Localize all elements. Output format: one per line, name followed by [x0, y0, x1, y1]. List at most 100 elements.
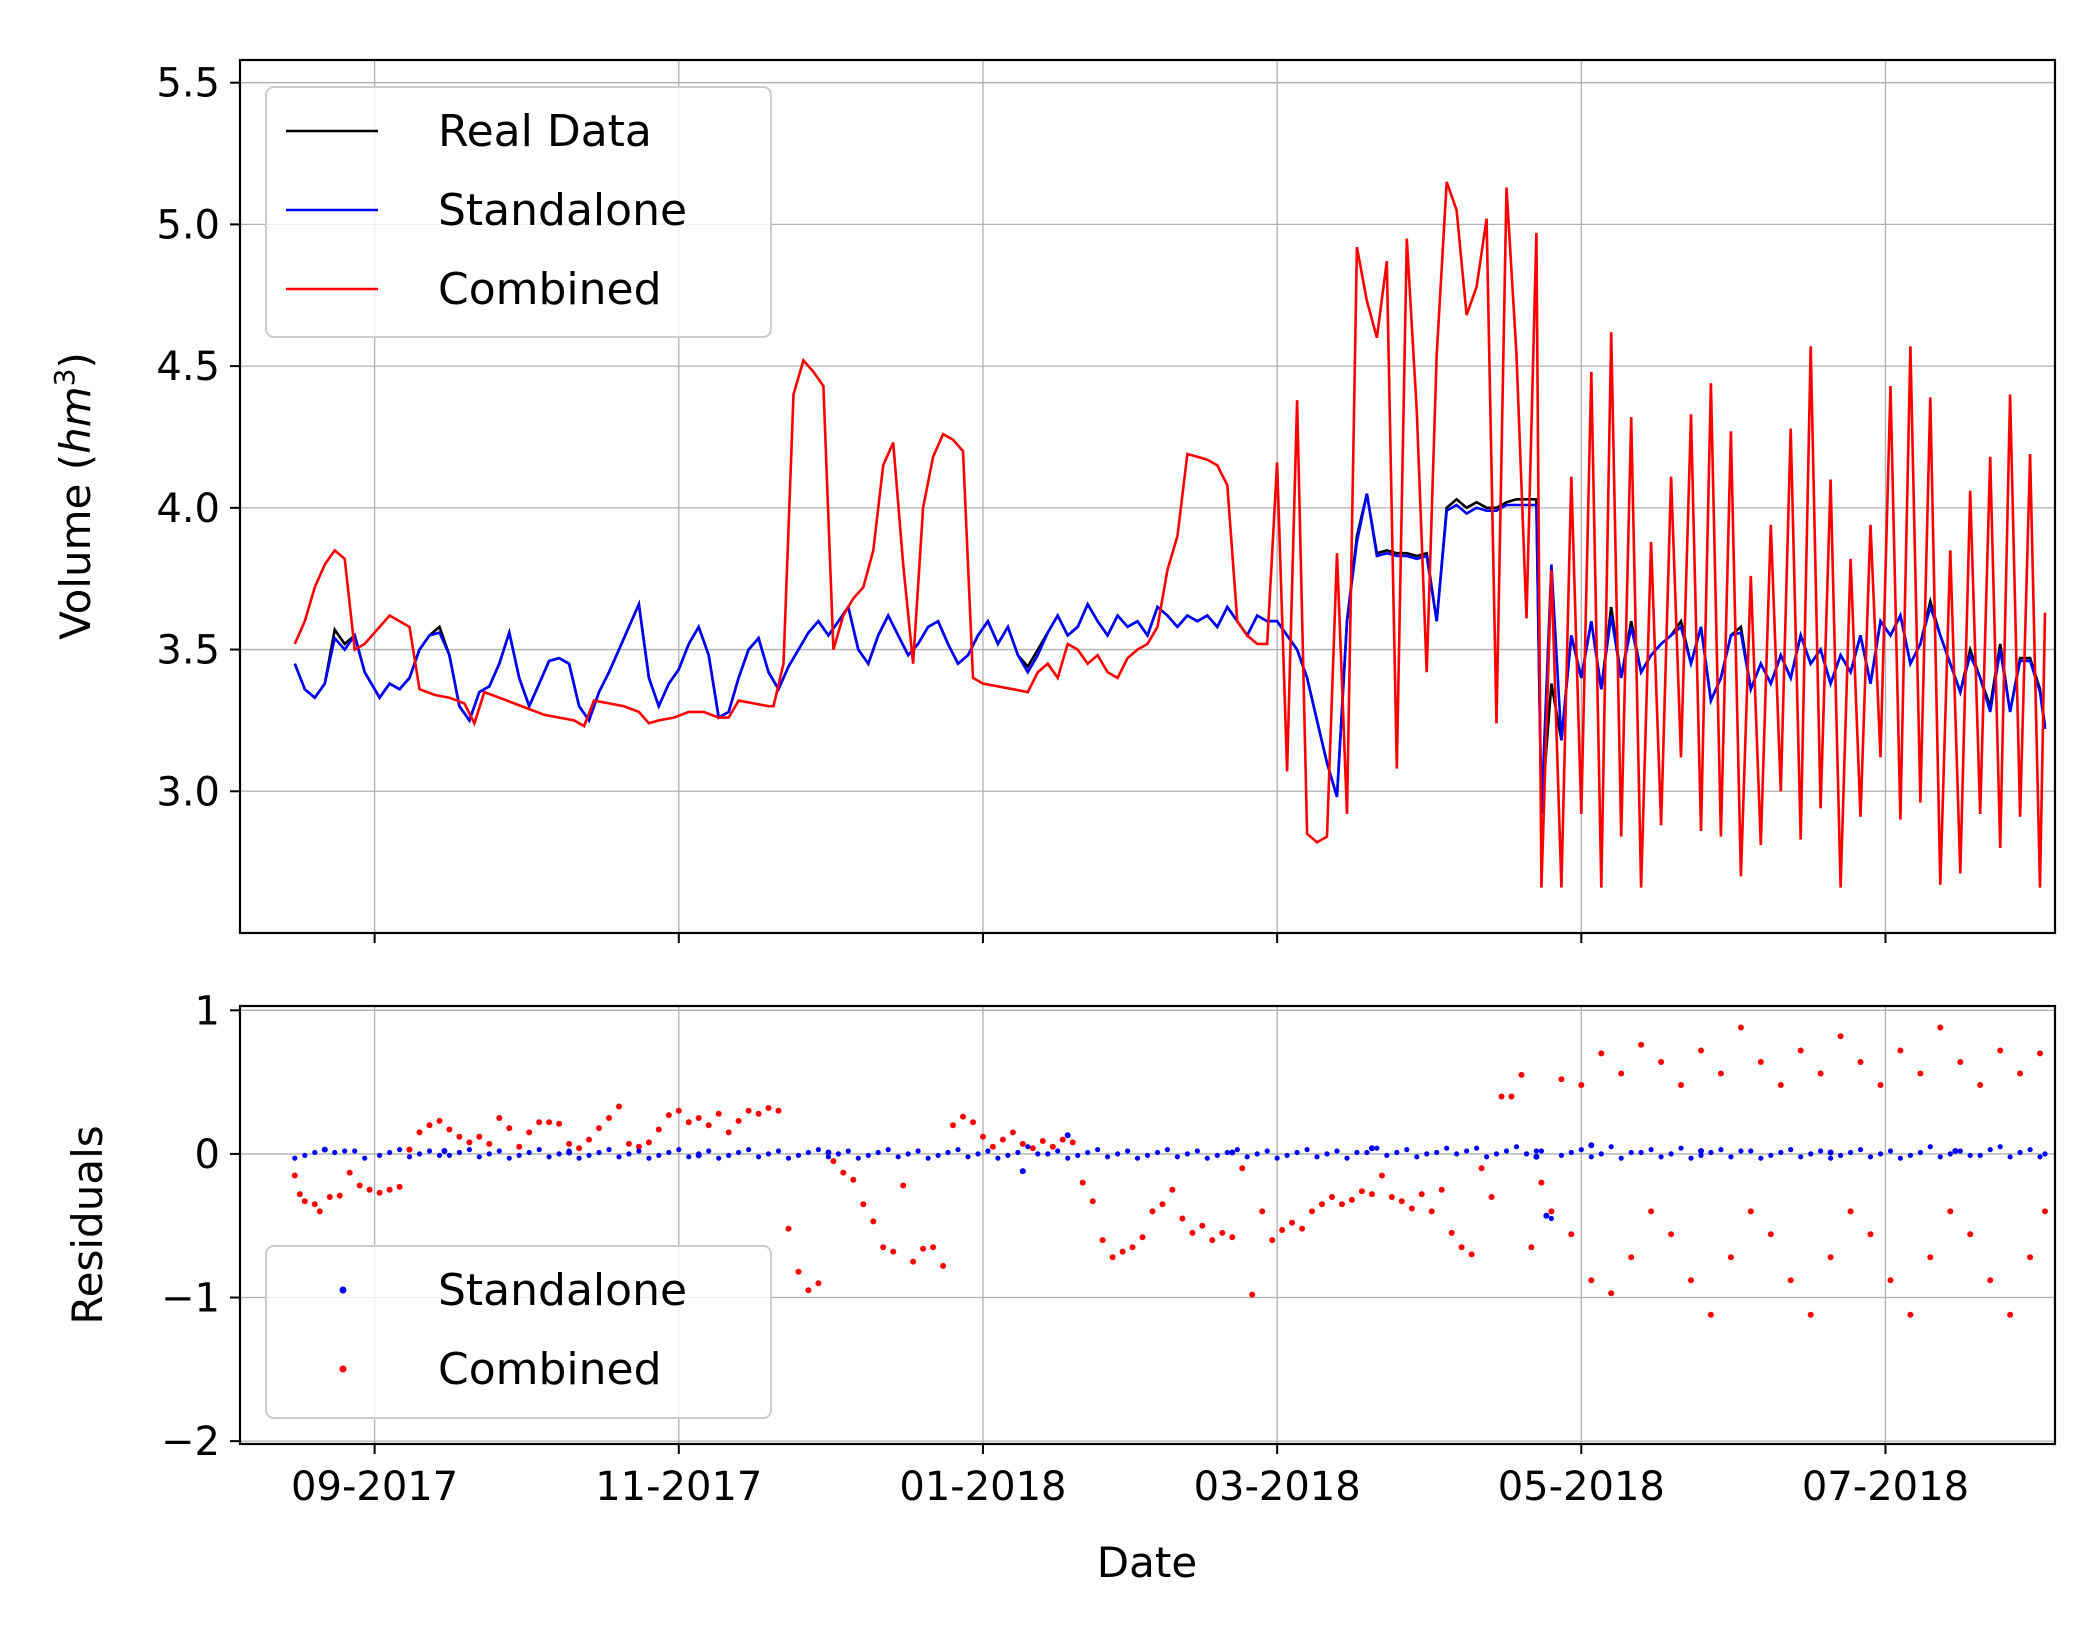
residual-point-combined — [2007, 1311, 2014, 1318]
residual-point-combined — [546, 1119, 553, 1126]
residual-point-standalone — [416, 1151, 423, 1157]
residual-point-combined — [785, 1225, 792, 1232]
residual-point-standalone — [1828, 1155, 1834, 1161]
residual-point-combined — [840, 1169, 847, 1176]
residual-point-standalone — [546, 1154, 552, 1160]
residual-point-standalone — [945, 1149, 951, 1156]
residual-point-combined — [950, 1122, 956, 1129]
y-tick-label: −1 — [161, 1276, 220, 1322]
residual-point-standalone — [1174, 1154, 1180, 1160]
residual-point-standalone — [1019, 1168, 1026, 1175]
residual-point-combined — [376, 1189, 383, 1196]
residual-point-combined — [436, 1117, 443, 1124]
residual-point-combined — [1049, 1143, 1056, 1150]
residual-point-combined — [506, 1125, 513, 1132]
residual-point-combined — [795, 1268, 802, 1275]
residual-point-combined — [1887, 1277, 1894, 1284]
residual-point-standalone — [1394, 1149, 1400, 1156]
residual-point-standalone — [1184, 1151, 1190, 1157]
residual-point-combined — [2027, 1254, 2034, 1261]
residual-point-combined — [1678, 1082, 1684, 1088]
residual-point-combined — [1498, 1093, 1505, 1100]
residual-point-combined — [536, 1119, 543, 1126]
residual-point-combined — [366, 1186, 373, 1193]
residual-point-combined — [1977, 1082, 1984, 1088]
residual-point-standalone — [1513, 1144, 1520, 1150]
residual-point-combined — [1059, 1136, 1066, 1143]
residual-point-combined — [1019, 1140, 1026, 1147]
residual-point-combined — [725, 1129, 732, 1136]
residual-point-combined — [1608, 1290, 1615, 1297]
residual-point-combined — [476, 1133, 483, 1140]
residual-point-combined — [1279, 1227, 1286, 1233]
residual-point-standalone — [1095, 1147, 1101, 1153]
residual-point-combined — [1628, 1254, 1635, 1261]
residual-point-combined — [1488, 1194, 1495, 1200]
residual-point-standalone — [1548, 1215, 1554, 1222]
residual-point-combined — [1309, 1208, 1315, 1215]
residual-point-combined — [1787, 1277, 1794, 1284]
volume-panel: 3.0 3.5 4.0 4.5 5.0 5.5 Volume (hm3) Real Dat… — [48, 58, 2057, 943]
residual-point-standalone — [1125, 1148, 1131, 1154]
residual-point-combined — [870, 1218, 877, 1225]
residual-point-standalone — [1075, 1152, 1081, 1158]
residual-point-combined — [1139, 1234, 1146, 1241]
residual-point-standalone — [626, 1151, 632, 1157]
residual-point-standalone — [1778, 1149, 1784, 1156]
residual-point-combined — [386, 1186, 393, 1193]
residual-point-standalone — [1045, 1151, 1051, 1157]
volume-legend: Real Data Standalone Combined — [265, 86, 772, 338]
residual-point-standalone — [1334, 1148, 1340, 1154]
residual-point-combined — [805, 1287, 812, 1294]
residual-point-combined — [1688, 1277, 1694, 1284]
residuals-legend: Standalone Combined — [265, 1245, 772, 1419]
residual-point-combined — [1069, 1139, 1076, 1146]
residual-point-standalone — [1533, 1148, 1539, 1154]
residual-point-standalone — [426, 1148, 433, 1154]
residual-point-standalone — [576, 1155, 582, 1161]
residual-point-combined — [1618, 1070, 1625, 1077]
residual-point-standalone — [756, 1154, 762, 1160]
residual-point-combined — [705, 1122, 712, 1129]
residual-point-standalone — [616, 1154, 622, 1160]
residual-point-standalone — [716, 1155, 722, 1161]
residual-point-combined — [665, 1112, 672, 1119]
residual-point-standalone — [1638, 1149, 1644, 1156]
residual-point-combined — [446, 1126, 453, 1133]
residual-point-standalone — [1064, 1132, 1071, 1139]
residual-point-standalone — [486, 1151, 492, 1157]
residual-point-combined — [1009, 1129, 1016, 1136]
residual-point-combined — [1747, 1208, 1754, 1215]
y-tick-label: 3.0 — [156, 769, 220, 815]
residual-point-standalone — [825, 1154, 832, 1160]
residual-point-standalone — [686, 1154, 692, 1160]
y-tick-label: 4.0 — [156, 486, 220, 532]
residual-point-combined — [1289, 1219, 1296, 1226]
residual-point-standalone — [2042, 1151, 2048, 1157]
residual-point-combined — [1957, 1059, 1964, 1065]
residual-point-standalone — [1035, 1151, 1041, 1157]
residual-point-combined — [1159, 1201, 1166, 1208]
residual-point-combined — [1877, 1082, 1884, 1088]
y-tick-label: 0 — [195, 1132, 220, 1178]
residual-point-standalone — [1897, 1155, 1903, 1161]
x-tick-label: 09-2017 — [291, 1464, 458, 1510]
residual-point-combined — [336, 1192, 343, 1199]
y-tick-label: −2 — [161, 1419, 220, 1465]
legend-swatch — [339, 1365, 347, 1373]
residual-point-standalone — [1558, 1152, 1564, 1158]
residual-point-standalone — [556, 1151, 562, 1157]
residual-point-standalone — [1538, 1148, 1544, 1154]
residual-point-standalone — [805, 1149, 812, 1156]
residual-point-combined — [1039, 1138, 1046, 1144]
residual-point-combined — [1558, 1076, 1565, 1083]
residual-point-standalone — [775, 1148, 782, 1154]
residual-point-standalone — [1698, 1152, 1704, 1158]
residual-point-standalone — [905, 1151, 911, 1157]
residual-point-combined — [1149, 1208, 1156, 1215]
residual-point-standalone — [1588, 1142, 1595, 1149]
residual-point-combined — [1119, 1248, 1126, 1255]
residual-point-combined — [830, 1158, 837, 1165]
residual-point-standalone — [1937, 1154, 1943, 1160]
residual-point-combined — [1847, 1208, 1854, 1215]
